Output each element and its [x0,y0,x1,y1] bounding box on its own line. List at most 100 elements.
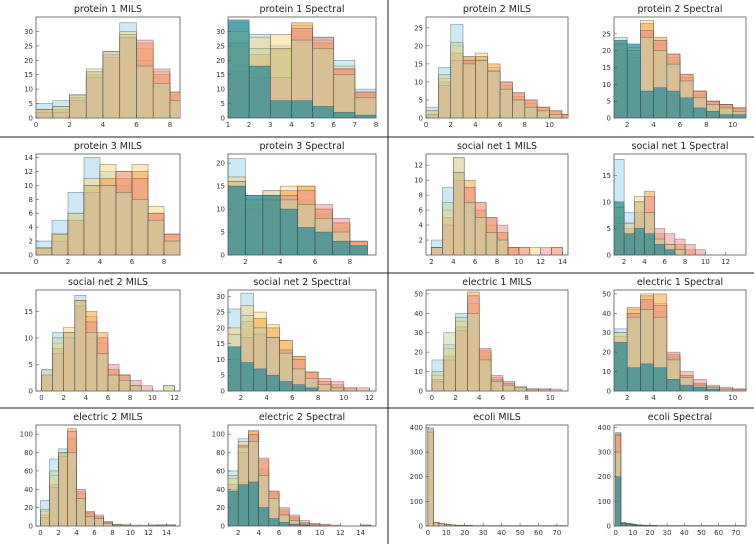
series-5 [431,313,539,391]
bar [630,524,637,526]
bar [157,524,167,526]
y-tick-label: 100 [410,498,423,506]
y-tick-label: 5 [419,96,423,104]
bar [279,208,298,255]
bar [666,379,681,391]
bar [333,74,356,118]
bar [426,110,439,118]
bar [262,195,281,255]
bar [635,524,642,526]
bar [58,452,68,526]
y-tick-label: 6 [29,210,34,218]
y-tick-label: 5 [29,100,33,108]
bar [103,522,113,526]
y-tick-label: 200 [410,473,423,481]
y-tick-label: 30 [602,329,611,337]
bar [279,381,293,391]
y-tick-label: 5 [607,225,611,233]
x-tick-label: 6 [678,394,683,402]
y-tick-label: 15 [216,340,225,348]
x-tick-label: 6 [498,121,503,129]
bar [626,367,641,391]
bar [679,384,694,391]
y-tick-label: 5 [29,361,33,369]
bars [614,293,746,391]
x-tick-label: 12 [365,394,374,402]
y-tick-label: 20 [216,57,225,65]
bar [163,385,175,391]
x-tick-label: 10 [514,258,523,266]
x-tick-label: 4 [264,394,269,402]
x-tick-label: 10 [546,394,555,402]
y-tick-label: 4 [419,222,424,230]
series-6 [614,201,676,255]
y-tick-label: 0 [29,252,33,260]
x-tick-label: 0 [430,394,434,402]
series-6 [228,481,310,526]
panel-title: ecoli MILS [473,412,521,423]
bar [614,201,625,255]
x-tick-label: 6 [501,394,506,402]
y-tick-label: 15 [216,183,225,191]
panel-11: electric 1 MILS 0 2 4 6 8 10 0 10 20 30 40 50 [414,277,569,402]
bar [684,244,696,255]
y-tick-label: 20 [216,324,225,332]
y-tick-label: 5 [607,98,611,106]
panel-12: electric 1 Spectral 2 4 6 8 10 0 10 20 30 40 50 [602,277,747,402]
y-tick-label: 8 [419,192,423,200]
bar [96,353,109,391]
x-tick-label: 6 [290,394,295,402]
series-5 [40,452,176,526]
y-tick-label: 100 [598,498,611,506]
bar [85,71,104,118]
x-tick-label: 5 [310,121,314,129]
x-tick-label: 60 [534,529,543,537]
bars [228,19,376,118]
bar [288,523,300,526]
y-tick-label: 100 [212,431,225,439]
x-tick-label: 2 [239,394,243,402]
bar [706,388,720,391]
x-tick-label: 8 [316,394,320,402]
x-tick-label: 2 [67,121,71,129]
bar [317,384,332,391]
y-tick-label: 15 [24,308,33,316]
panel-title: protein 1 Spectral [259,4,344,15]
bar [228,185,246,255]
x-tick-label: 70 [552,529,561,537]
bar [620,523,627,526]
y-tick-label: 15 [602,64,611,72]
x-tick-label: 0 [39,394,43,402]
bar [248,65,271,118]
bar [487,70,501,118]
x-tick-label: 10 [315,529,324,537]
bars [431,157,563,255]
x-tick-label: 10 [339,394,348,402]
bar [463,202,476,255]
bar [664,249,676,255]
y-tick-label: 25 [602,30,611,38]
panel-title: electric 2 MILS [73,412,142,423]
x-tick-label: 50 [516,529,525,537]
y-tick-label: 400 [410,424,423,432]
bar [474,217,487,255]
bar [40,509,50,526]
x-tick-label: 6 [134,121,139,129]
bars [40,428,176,526]
bars [228,158,368,255]
panel-title: electric 1 MILS [462,277,531,288]
x-tick-label: 6 [678,121,683,129]
bar [343,387,357,391]
y-tick-label: 200 [598,473,611,481]
series-5 [427,427,567,526]
bar [304,387,319,391]
x-tick-label: 0 [424,121,428,129]
y-tick-label: 400 [598,424,611,432]
y-tick-label: 10 [602,198,611,206]
bar [147,219,165,255]
bar [266,374,280,391]
bar [228,490,239,526]
panel-title: social net 1 MILS [457,141,537,152]
bar [52,106,70,118]
x-tick-label: 2 [429,258,433,266]
